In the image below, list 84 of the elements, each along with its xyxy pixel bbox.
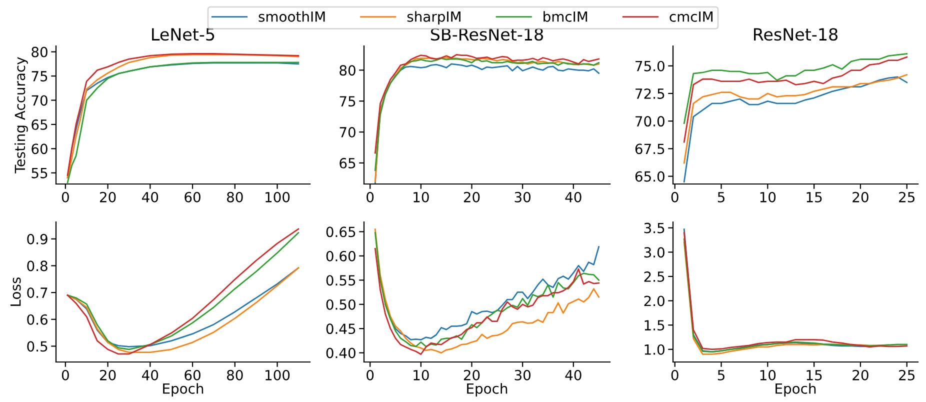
y-tick-label: 65 [340, 158, 356, 168]
y-tick-label: 0.5 [27, 341, 48, 352]
y-tick-label: 67.5 [635, 144, 664, 154]
chart-title: SB-ResNet-18 [430, 28, 543, 41]
x-tick-label: 0 [671, 370, 678, 380]
x-tick-label: 0 [366, 192, 374, 202]
x-tick-label: 100 [266, 370, 290, 380]
y-tick-label: 75 [340, 96, 356, 107]
x-tick-label: 10 [760, 192, 776, 202]
x-tick-label: 30 [514, 370, 530, 380]
y-tick-label: 70 [340, 126, 356, 138]
y-tick-label: 70.0 [636, 116, 664, 127]
y-tick-label: 70 [32, 95, 48, 106]
line-series [683, 74, 908, 164]
y-tick-label: 72.5 [636, 88, 664, 99]
y-tick-label: 0.6 [27, 314, 48, 325]
x-tick-label: 5 [718, 192, 724, 202]
y-tick-label: 0.65 [326, 226, 356, 238]
x-tick-label: 10 [414, 370, 429, 380]
x-tick-label: 10 [760, 370, 776, 380]
x-tick-label: 100 [266, 192, 290, 202]
y-tick-label: 1.0 [644, 344, 664, 355]
y-tick-label: 80 [32, 46, 48, 58]
x-tick-label: 40 [142, 370, 158, 380]
x-tick-label: 30 [514, 192, 530, 202]
y-tick-label: 65 [32, 119, 48, 130]
y-tick-label: 0.9 [27, 234, 48, 244]
x-tick-label: 0 [366, 370, 374, 380]
y-tick-label: 0.50 [326, 299, 356, 310]
y-tick-label: 0.7 [27, 288, 48, 298]
x-tick-label: 20 [852, 192, 868, 202]
x-tick-label: 60 [184, 192, 200, 202]
x-tick-label: 20 [852, 370, 868, 380]
legend-label: bmcIM [544, 11, 588, 22]
x-tick-label: 20 [464, 192, 480, 202]
legend-label: smoothIM [258, 11, 325, 22]
x-tick-label: 20 [100, 192, 116, 202]
x-tick-label: 80 [227, 192, 243, 202]
y-tick-label: 1.5 [644, 320, 664, 331]
x-tick-label: 0 [671, 192, 678, 202]
x-tick-label: 0 [62, 192, 69, 202]
line-series [374, 54, 600, 154]
y-axis-title: Loss [10, 277, 21, 306]
x-axis-title: Epoch [163, 383, 204, 397]
x-tick-label: 25 [899, 192, 914, 202]
y-axis-title: Testing Accuracy [14, 57, 28, 174]
y-tick-label: 55 [32, 168, 48, 178]
x-tick-label: 5 [718, 370, 724, 380]
line-series [683, 76, 908, 182]
y-tick-label: 3.0 [644, 247, 664, 258]
legend-label: sharpIM [407, 11, 460, 25]
line-series [683, 53, 908, 124]
y-tick-label: 65.0 [635, 171, 664, 182]
x-tick-label: 20 [100, 370, 116, 380]
x-tick-label: 40 [565, 192, 582, 202]
y-tick-label: 0.60 [326, 250, 356, 262]
x-tick-label: 10 [414, 192, 429, 202]
y-tick-label: 0.55 [326, 275, 356, 286]
legend-label: cmcIM [670, 12, 712, 22]
chart-title: ResNet-18 [754, 28, 838, 41]
y-tick-label: 0.40 [326, 348, 356, 358]
x-tick-label: 15 [806, 370, 822, 380]
x-tick-label: 40 [142, 192, 158, 202]
y-tick-label: 0.8 [27, 260, 48, 272]
line-series [683, 56, 908, 143]
x-tick-label: 15 [806, 192, 822, 202]
y-tick-label: 80 [340, 65, 356, 76]
x-tick-label: 25 [899, 370, 914, 380]
y-tick-label: 2.5 [644, 271, 664, 282]
x-tick-label: 60 [184, 370, 200, 380]
y-tick-label: 75 [32, 71, 48, 82]
y-tick-label: 75.0 [636, 60, 664, 72]
line-series [374, 248, 600, 355]
x-tick-label: 20 [464, 370, 480, 380]
y-tick-label: 0.45 [326, 324, 356, 334]
x-tick-label: 40 [565, 370, 582, 380]
x-axis-title: Epoch [776, 383, 816, 397]
x-axis-title: Epoch [467, 383, 508, 397]
x-tick-label: 80 [227, 370, 243, 380]
x-tick-label: 0 [62, 370, 69, 380]
y-tick-label: 2.0 [644, 296, 664, 306]
chart-title: LeNet-5 [152, 28, 214, 41]
y-tick-label: 3.5 [644, 222, 664, 234]
y-tick-label: 60 [32, 144, 48, 154]
